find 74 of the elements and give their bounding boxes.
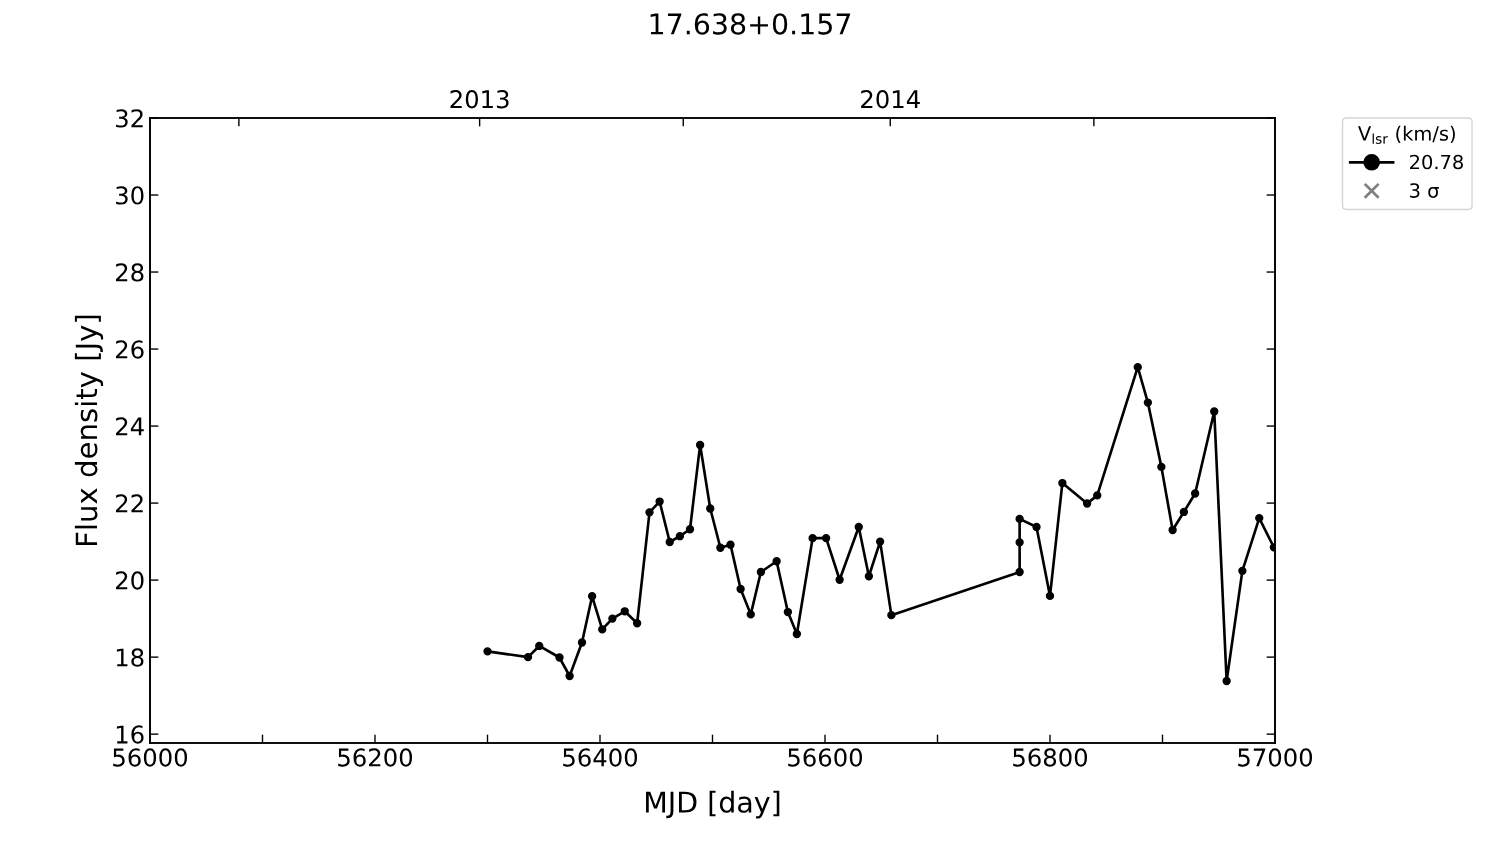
y-tick-label: 18 <box>116 648 144 667</box>
point <box>1143 398 1153 407</box>
legend-label: 3 σ <box>1410 183 1439 198</box>
x-tick-label: 56400 <box>563 748 638 767</box>
x-tick-label: 56600 <box>788 748 863 767</box>
point <box>821 533 831 543</box>
x-tick-label: 56800 <box>1013 748 1088 767</box>
x2-tick-label: 2013 <box>450 90 509 109</box>
point <box>632 619 642 628</box>
point <box>608 614 617 623</box>
point <box>887 610 896 620</box>
point <box>1045 591 1055 601</box>
point <box>1210 407 1219 416</box>
point <box>535 641 544 651</box>
y-tick-label: 22 <box>115 494 143 513</box>
point <box>808 533 817 543</box>
point <box>1255 513 1264 523</box>
point <box>835 575 844 584</box>
point <box>1015 514 1024 524</box>
chart-title: 17.638+0.157 <box>650 13 851 35</box>
point <box>555 653 564 662</box>
point <box>1157 462 1166 472</box>
y-tick-label: 26 <box>115 340 144 359</box>
point <box>1222 676 1231 686</box>
x-axis-title: MJD [day] <box>646 790 780 819</box>
point <box>716 543 725 552</box>
y-tick-label: 16 <box>116 725 144 744</box>
point <box>620 607 629 616</box>
point <box>854 522 863 532</box>
x-tick-label: 56200 <box>338 748 413 767</box>
point <box>706 504 715 513</box>
point <box>655 497 664 506</box>
point <box>695 440 705 450</box>
point <box>783 607 793 617</box>
legend-label: 20.78 <box>1410 154 1463 170</box>
point <box>864 572 874 581</box>
legend-title: V$_{lsr}$ (km/s) <box>1358 125 1455 144</box>
point <box>675 532 685 541</box>
point <box>1168 525 1177 535</box>
point <box>792 629 802 639</box>
point <box>736 584 745 594</box>
point <box>1015 538 1024 547</box>
point <box>565 671 574 681</box>
point <box>1093 491 1102 500</box>
x2-tick-label: 2014 <box>861 90 920 109</box>
point <box>1133 362 1142 372</box>
point <box>587 592 597 601</box>
point <box>1190 489 1200 498</box>
y-axis-title: Flux density [Jy] <box>74 315 104 545</box>
point <box>1058 478 1067 488</box>
point <box>756 567 766 577</box>
y-tick-label: 24 <box>115 417 144 436</box>
point <box>645 508 654 517</box>
point <box>1032 522 1041 532</box>
point <box>1179 507 1189 517</box>
x-tick-label: 57000 <box>1238 748 1313 767</box>
y-tick-label: 32 <box>116 109 143 128</box>
point <box>598 625 607 634</box>
point <box>726 540 735 549</box>
y-tick-label: 30 <box>116 186 144 205</box>
point <box>1238 566 1247 576</box>
point <box>665 537 674 547</box>
point <box>523 652 533 662</box>
x-tick-label: 56000 <box>113 748 188 767</box>
point <box>685 525 695 534</box>
point <box>1015 567 1024 577</box>
point <box>772 557 781 566</box>
point <box>577 638 587 647</box>
point <box>746 610 755 619</box>
y-tick-label: 28 <box>115 263 144 282</box>
point <box>875 537 885 546</box>
point <box>1082 499 1092 508</box>
point <box>483 647 492 656</box>
y-tick-label: 20 <box>115 571 144 590</box>
